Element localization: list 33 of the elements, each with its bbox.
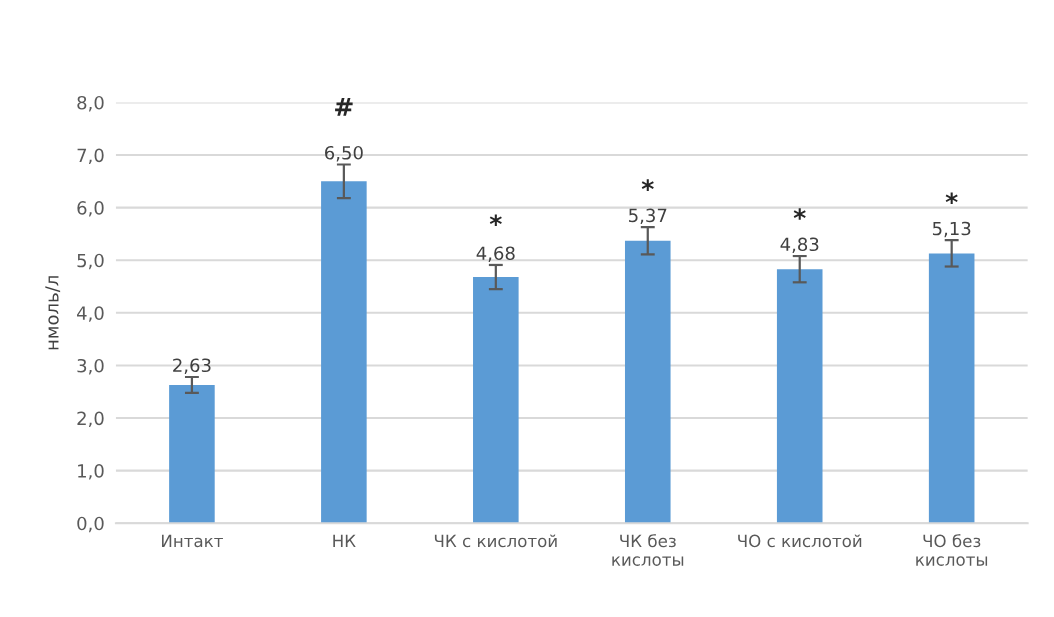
data-label: 5,37: [629, 208, 667, 225]
annotation: *: [641, 179, 654, 191]
y-tick-label: 5,0: [77, 253, 104, 270]
annotation: *: [945, 192, 958, 205]
x-tick-label: Интакт: [162, 534, 223, 548]
y-tick-label: 3,0: [77, 358, 104, 375]
y-tick-label: 2,0: [77, 411, 104, 427]
bar: [928, 253, 975, 524]
data-label: 6,50: [325, 145, 363, 162]
annotation: *: [793, 208, 806, 220]
bar: [473, 277, 519, 524]
y-tick-label: 4,0: [77, 306, 104, 322]
x-tick-label: ЧК с кислотой: [434, 534, 557, 548]
y-tick-label: 6,0: [77, 201, 104, 217]
annotation: #: [335, 97, 353, 116]
bar: [321, 181, 367, 524]
y-tick-label: 7,0: [77, 148, 104, 164]
x-tick-label: ЧО без кислоты: [916, 534, 988, 566]
y-tick-label: 0,0: [77, 516, 104, 533]
data-label: 4,68: [476, 246, 515, 262]
bar: [169, 384, 215, 524]
annotation: *: [489, 214, 502, 227]
data-label: 2,63: [173, 358, 211, 374]
bar: [624, 240, 671, 524]
data-label: 5,13: [932, 221, 971, 238]
y-tick-label: 1,0: [78, 464, 104, 480]
data-label: 4,83: [780, 237, 819, 253]
x-tick-label: ЧО с кислотой: [738, 534, 862, 548]
y-tick-label: 8,0: [77, 95, 104, 112]
x-tick-label: ЧК без кислоты: [612, 534, 684, 566]
x-tick-label: НК: [333, 534, 356, 547]
bar: [776, 269, 823, 524]
y-axis-title: нмоль/л: [45, 276, 61, 350]
